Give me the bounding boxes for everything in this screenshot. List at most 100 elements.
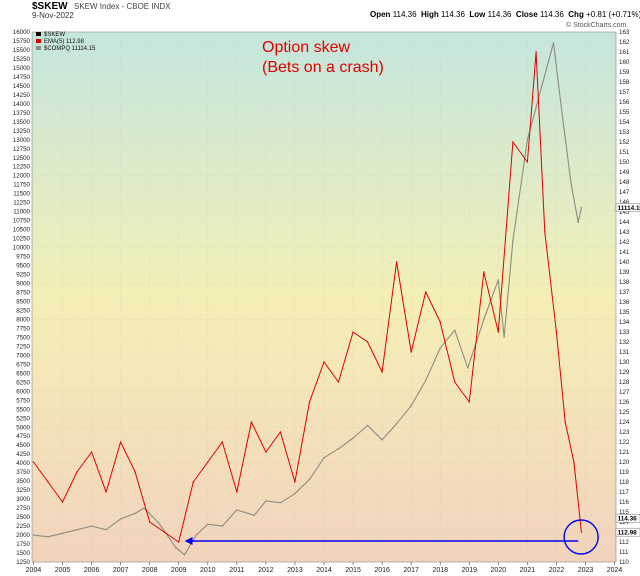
data-point (570, 182, 572, 184)
data-point (32, 461, 35, 463)
right-tick-label: 117 (619, 489, 629, 496)
data-point (512, 239, 514, 242)
legend-swatch (36, 39, 41, 43)
open-label: Open (370, 10, 391, 19)
left-tick-label: 5000 (16, 424, 30, 431)
left-tick-label: 5250 (16, 415, 30, 422)
left-tick-label: 3000 (16, 496, 30, 503)
left-tick-label: 3250 (16, 487, 30, 494)
data-point (541, 85, 543, 87)
open-value: 114.36 (392, 10, 417, 19)
data-point (76, 528, 78, 531)
data-point (183, 554, 186, 556)
left-tick-label: 9750 (16, 254, 30, 261)
data-point (192, 481, 194, 483)
right-tick-label: 155 (619, 109, 630, 116)
data-point (236, 491, 238, 493)
badge-label: 112.98 (618, 530, 638, 537)
left-tick-label: 6250 (16, 379, 30, 386)
right-tick-label: 151 (619, 149, 630, 156)
data-point (265, 451, 267, 453)
right-tick-label: 139 (619, 269, 630, 276)
right-tick-label: 130 (619, 359, 630, 366)
left-tick-label: 7750 (16, 325, 30, 332)
data-point (221, 525, 224, 527)
data-point (497, 279, 500, 281)
left-tick-label: 5750 (16, 397, 30, 404)
left-tick-label: 5500 (16, 406, 30, 413)
x-tick-label: 2008 (142, 567, 158, 574)
right-tick-label: 163 (619, 29, 630, 36)
data-point (236, 509, 238, 511)
right-tick-label: 125 (619, 409, 630, 416)
right-tick-label: 140 (619, 259, 630, 266)
left-tick-label: 6500 (16, 370, 30, 377)
data-point (366, 424, 369, 427)
data-point (221, 441, 224, 443)
data-point (61, 532, 64, 534)
right-tick-label: 118 (619, 479, 629, 486)
left-tick-label: 11250 (13, 200, 30, 207)
right-tick-label: 149 (619, 169, 630, 176)
left-axis-ticks: 1250 1500 1750 2000 2250 2500 2750 3000 3250 3500… (13, 29, 31, 566)
data-point (497, 331, 500, 333)
data-point (250, 421, 253, 423)
left-tick-label: 4250 (16, 451, 30, 458)
data-point (47, 536, 49, 538)
right-tick-label: 135 (619, 309, 630, 316)
data-point (352, 331, 354, 333)
ema-series (32, 51, 583, 543)
left-tick-label: 2000 (16, 532, 30, 539)
right-tick-label: 120 (619, 459, 630, 466)
left-tick-label: 6750 (16, 361, 30, 368)
left-tick-label: 15750 (13, 38, 31, 45)
grid (32, 31, 616, 562)
data-point (424, 291, 427, 293)
right-tick-label: 131 (619, 349, 630, 356)
left-tick-label: 8750 (16, 290, 30, 297)
low-label: Low (469, 10, 486, 19)
data-point (395, 422, 398, 425)
right-tick-label: 160 (619, 59, 630, 66)
x-tick-label: 2010 (200, 567, 216, 574)
right-tick-label: 123 (619, 429, 630, 436)
close-label: Close (515, 10, 538, 19)
left-tick-label: 16000 (13, 29, 31, 36)
data-point (337, 448, 340, 450)
x-tick-label: 2023 (578, 567, 594, 574)
left-tick-label: 4500 (16, 442, 30, 449)
data-point (157, 521, 160, 524)
left-tick-label: 12000 (13, 173, 31, 180)
x-tick-label: 2012 (258, 567, 274, 574)
data-point (337, 381, 340, 383)
chart-date: 9-Nov-2022 (32, 11, 74, 20)
data-point (410, 351, 412, 353)
right-tick-label: 159 (619, 69, 630, 76)
left-tick-label: 13250 (13, 128, 31, 135)
data-point (467, 367, 469, 369)
circle-marker (563, 519, 599, 555)
data-point (90, 451, 93, 453)
left-tick-label: 11000 (13, 209, 30, 216)
left-tick-label: 7250 (16, 343, 30, 350)
badge-label: 114.36 (618, 516, 638, 523)
data-point (483, 271, 485, 273)
left-tick-label: 4000 (16, 460, 30, 467)
chart-annotation: Option skew (Bets on a crash) (262, 39, 384, 76)
left-tick-label: 10250 (13, 236, 31, 243)
right-tick-label: 157 (619, 89, 630, 96)
left-tick-label: 8250 (16, 307, 30, 314)
right-tick-label: 132 (619, 339, 630, 346)
right-tick-label: 141 (619, 249, 630, 256)
data-point (308, 401, 311, 403)
right-tick-label: 128 (619, 379, 630, 386)
left-tick-label: 4750 (16, 433, 30, 440)
data-point (195, 534, 197, 536)
x-tick-label: 2018 (432, 567, 448, 574)
data-point (294, 481, 296, 483)
chart-symbol: $SKEW (32, 1, 68, 12)
x-tick-label: 2024 (607, 567, 623, 574)
data-point (439, 321, 441, 323)
badge-box (615, 527, 640, 537)
data-point (61, 501, 64, 503)
